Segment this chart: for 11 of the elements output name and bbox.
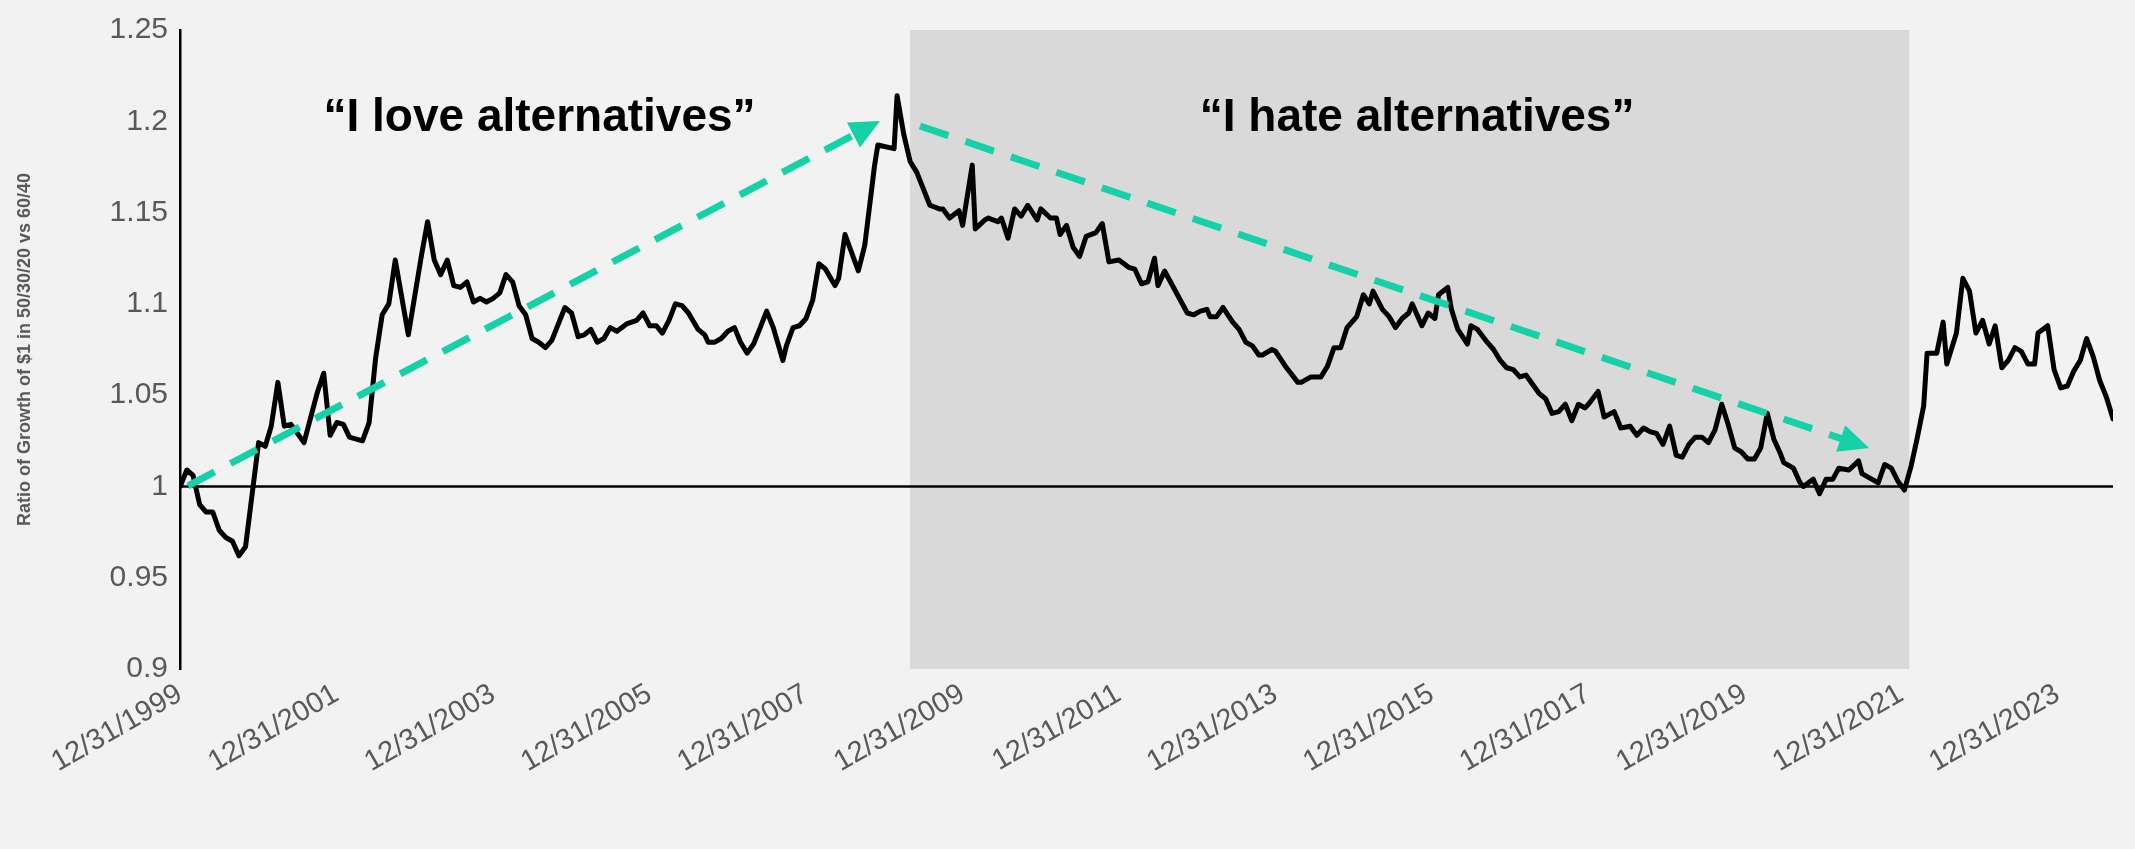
- annotation: “I hate alternatives”: [1199, 88, 1635, 141]
- y-tick-label: 0.95: [109, 558, 168, 592]
- y-tick-label: 1.1: [126, 285, 168, 319]
- annotation: “I love alternatives”: [323, 88, 756, 141]
- y-tick-label: 1.05: [109, 376, 168, 410]
- y-axis-title: Ratio of Growth of $1 in 50/30/20 vs 60/40: [13, 172, 34, 527]
- y-tick-label: 1.15: [109, 193, 168, 227]
- y-tick-label: 1.2: [126, 102, 168, 136]
- y-tick-label: 0.9: [126, 650, 168, 684]
- y-tick-label: 1.25: [109, 11, 168, 45]
- y-tick-label: 1: [151, 467, 168, 501]
